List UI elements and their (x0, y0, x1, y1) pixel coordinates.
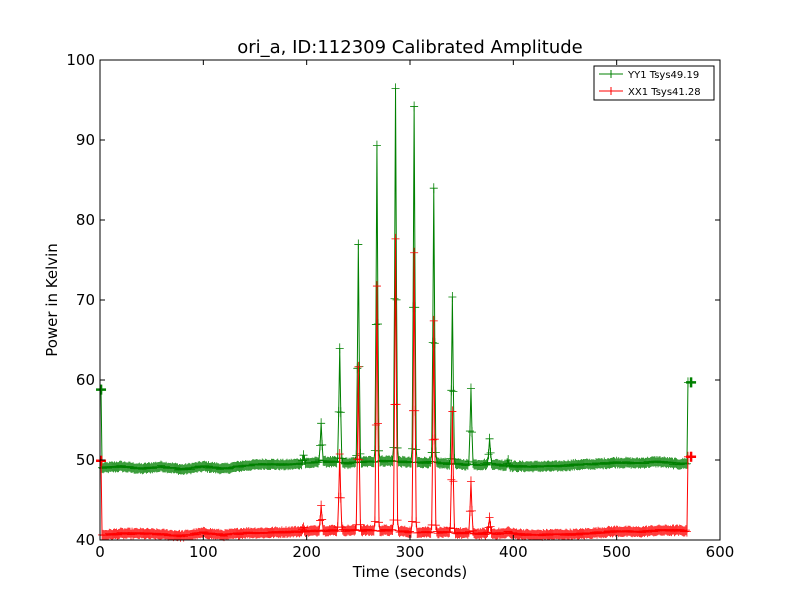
y-tick-label: 80 (76, 211, 95, 229)
series-start-marker-0 (96, 384, 107, 395)
chart-title: ori_a, ID:112309 Calibrated Amplitude (237, 37, 583, 58)
x-tick-label: 400 (499, 543, 528, 561)
legend-label-xx1: XX1 Tsys41.28 (628, 87, 701, 98)
legend-marker-xx1 (607, 87, 615, 95)
y-tick-label: 40 (76, 531, 95, 549)
legend-label-yy1: YY1 Tsys49.19 (627, 70, 699, 81)
x-tick-label: 0 (95, 543, 105, 561)
x-tick-label: 200 (292, 543, 321, 561)
y-axis-label: Power in Kelvin (43, 243, 61, 357)
y-tick-label: 70 (76, 291, 95, 309)
x-tick-label: 500 (602, 543, 631, 561)
x-axis: 0 100 200 300 400 500 600 (95, 60, 734, 561)
plot-lines (96, 83, 697, 542)
y-tick-label: 100 (66, 51, 95, 69)
legend-box (593, 65, 715, 101)
x-tick-label: 100 (189, 543, 218, 561)
legend-marker-yy1 (607, 70, 615, 78)
x-tick-label: 300 (396, 543, 425, 561)
series-end-marker-0 (686, 377, 697, 388)
series-start-marker-1 (96, 455, 107, 466)
x-axis-label: Time (seconds) (352, 563, 468, 581)
y-axis: 40 50 60 70 80 90 100 (66, 51, 720, 549)
y-tick-label: 90 (76, 131, 95, 149)
y-tick-label: 60 (76, 371, 95, 389)
x-tick-label: 600 (706, 543, 735, 561)
series-end-marker-1 (686, 451, 697, 462)
y-tick-label: 50 (76, 451, 95, 469)
legend: YY1 Tsys49.19 XX1 Tsys41.28 (593, 65, 715, 101)
